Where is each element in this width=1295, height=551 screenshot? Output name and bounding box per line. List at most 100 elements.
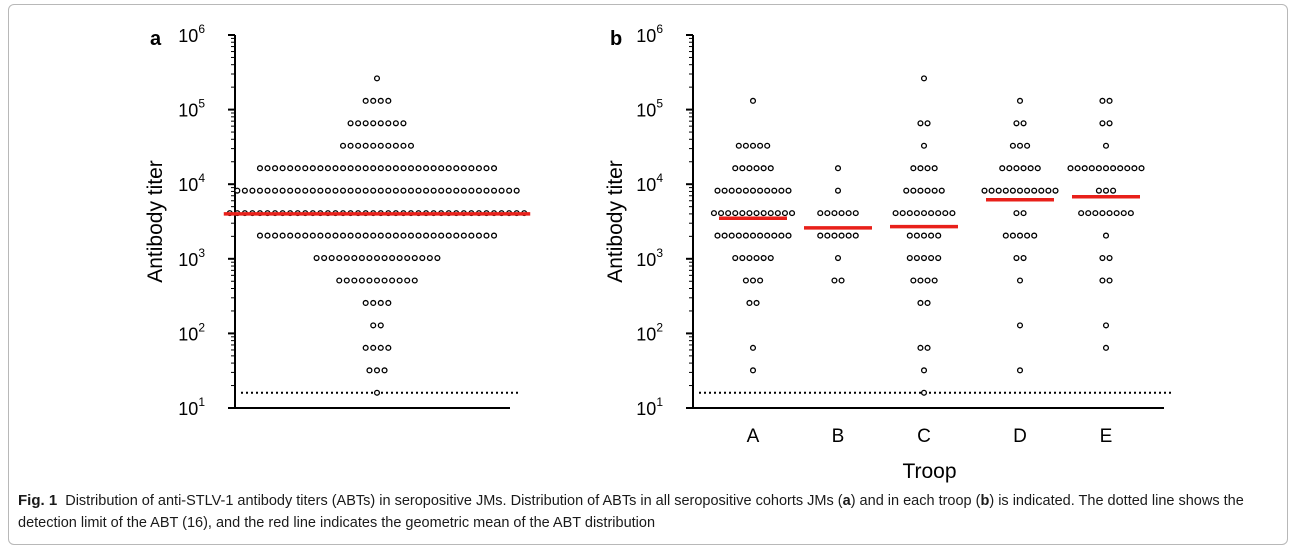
data-point xyxy=(774,210,781,217)
data-point xyxy=(351,277,358,284)
data-point xyxy=(981,187,988,194)
data-point xyxy=(438,232,445,239)
data-point xyxy=(370,187,377,194)
caption-title: Distribution of anti-STLV-1 antibody tit… xyxy=(65,493,843,509)
data-point xyxy=(377,344,384,351)
data-point xyxy=(272,165,279,172)
data-point xyxy=(1095,165,1102,172)
data-point xyxy=(1099,120,1106,127)
data-point xyxy=(453,187,460,194)
data-point xyxy=(771,187,778,194)
data-point xyxy=(400,232,407,239)
data-point xyxy=(241,187,248,194)
data-point xyxy=(385,299,392,306)
data-point xyxy=(764,232,771,239)
data-point xyxy=(1099,97,1106,104)
data-point xyxy=(483,187,490,194)
data-point xyxy=(370,322,377,329)
data-point xyxy=(392,187,399,194)
data-point xyxy=(468,232,475,239)
group-E xyxy=(1067,97,1145,351)
data-point xyxy=(1113,210,1120,217)
data-point xyxy=(407,165,415,172)
data-point xyxy=(753,165,760,172)
data-point xyxy=(764,142,771,149)
data-point xyxy=(920,254,928,262)
data-point xyxy=(1016,142,1024,149)
data-point xyxy=(475,232,482,239)
data-point xyxy=(721,232,728,239)
data-point xyxy=(1024,232,1031,239)
data-point xyxy=(279,187,286,194)
data-point xyxy=(735,142,742,149)
data-point xyxy=(490,187,498,194)
data-point xyxy=(735,232,742,239)
data-point xyxy=(928,210,935,217)
data-point xyxy=(920,232,928,239)
y-tick-label: 106 xyxy=(178,22,205,46)
data-point xyxy=(392,142,399,149)
data-point xyxy=(767,210,774,217)
data-point xyxy=(924,120,931,127)
data-point xyxy=(924,187,931,194)
data-point xyxy=(1067,165,1074,172)
data-point xyxy=(1099,254,1106,262)
data-point xyxy=(385,232,392,239)
data-point xyxy=(749,277,757,284)
chart-canvas: a 101 102 103 104 105 106 Antibody titer b 101 102… xyxy=(144,22,1174,483)
data-point xyxy=(377,232,384,239)
data-point xyxy=(411,254,418,262)
data-point xyxy=(906,254,913,262)
figure-frame xyxy=(8,4,1288,545)
data-point xyxy=(264,187,271,194)
data-point xyxy=(362,165,369,172)
data-point xyxy=(767,254,774,262)
data-point xyxy=(321,254,328,262)
data-point xyxy=(999,165,1006,172)
data-point xyxy=(931,187,938,194)
data-point xyxy=(1016,277,1024,284)
data-point xyxy=(1006,165,1013,172)
data-point xyxy=(302,165,309,172)
data-point xyxy=(445,232,452,239)
data-point xyxy=(407,142,415,149)
data-point xyxy=(339,142,347,149)
data-point xyxy=(366,367,373,374)
data-point xyxy=(1009,142,1016,149)
data-point xyxy=(389,277,396,284)
data-point xyxy=(935,254,942,262)
data-point xyxy=(256,165,264,172)
data-point xyxy=(749,344,757,351)
data-point xyxy=(1074,165,1081,172)
data-point xyxy=(373,75,381,82)
data-point xyxy=(377,142,384,149)
data-point xyxy=(920,75,928,82)
data-point xyxy=(264,232,271,239)
chart-panel-a: a 101 102 103 104 105 106 Antibody titer xyxy=(144,22,531,419)
data-point xyxy=(317,165,324,172)
data-point xyxy=(355,120,362,127)
data-point xyxy=(732,254,739,262)
data-point xyxy=(931,277,938,284)
data-point xyxy=(385,97,392,104)
data-point xyxy=(362,187,369,194)
data-point xyxy=(392,120,399,127)
data-point xyxy=(294,165,301,172)
data-point xyxy=(760,210,767,217)
data-point xyxy=(426,254,433,262)
data-point xyxy=(453,232,460,239)
data-point xyxy=(343,254,350,262)
data-point xyxy=(513,187,520,194)
data-point xyxy=(339,232,347,239)
data-point xyxy=(430,187,437,194)
data-point xyxy=(332,232,339,239)
data-point xyxy=(834,165,842,172)
data-point xyxy=(942,210,949,217)
data-point xyxy=(1002,232,1009,239)
data-point xyxy=(732,210,739,217)
y-axis-label: Antibody titer xyxy=(144,160,167,283)
data-point xyxy=(1013,120,1020,127)
data-point xyxy=(924,299,931,306)
data-point xyxy=(445,187,452,194)
data-point xyxy=(785,232,792,239)
